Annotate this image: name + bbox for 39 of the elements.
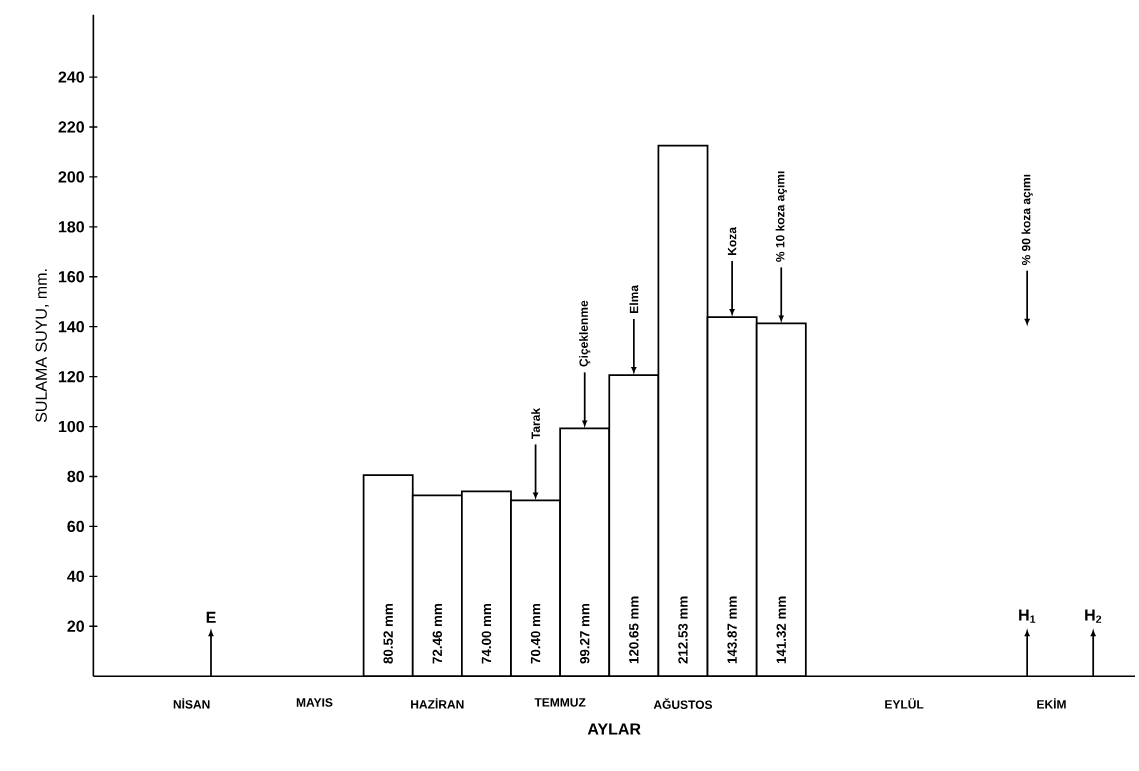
x-tick-label: NİSAN [173, 698, 210, 709]
y-tick-label: 120 [58, 371, 84, 383]
data-label: 141.32 mm [776, 596, 786, 664]
x-tick-label: EKİM [1037, 698, 1066, 709]
x-tick-label: AĞUSTOS [653, 698, 713, 710]
y-axis-title: SULAMA SUYU, mm. [35, 269, 49, 423]
data-label: 120.65 mm [629, 596, 639, 664]
y-tick-label: 200 [58, 171, 84, 183]
data-label: 72.46 mm [432, 604, 443, 664]
y-tick-label: 220 [58, 121, 84, 133]
annotation: Çiçeklenme [579, 300, 591, 367]
y-tick-label: 180 [58, 221, 84, 233]
x-tick-label: TEMMUZ [534, 698, 586, 707]
y-tick-label: 240 [58, 71, 84, 83]
annotation: E [206, 611, 216, 623]
y-tick-label: 40 [67, 570, 84, 583]
y-tick-label: 100 [58, 420, 84, 433]
x-axis-title: AYLAR [587, 723, 641, 735]
y-tick-label: 160 [58, 271, 84, 283]
annotation: % 10 koza açımı [775, 171, 787, 262]
annotation: Koza [727, 227, 737, 255]
x-tick-label: HAZİRAN [411, 698, 464, 709]
data-label: 99.27 mm [579, 604, 590, 664]
annotation: Elma [629, 284, 639, 313]
data-label: 80.52 mm [383, 604, 393, 664]
annotation: H$_{2}$ [1085, 609, 1102, 623]
data-label: 143.87 mm [727, 596, 737, 664]
y-tick-label: 80 [67, 470, 84, 483]
y-tick-label: 140 [58, 321, 84, 333]
data-label: 70.40 mm [530, 604, 541, 664]
y-tick-label: 20 [67, 620, 84, 632]
annotation: Tarak [531, 408, 540, 440]
x-tick-label: MAYIS [296, 698, 333, 707]
annotation: H$_{1}$ [1019, 609, 1036, 623]
data-label: 74.00 mm [481, 604, 492, 664]
annotation: % 90 koza açımı [1021, 174, 1033, 266]
data-label: 212.53 mm [678, 596, 688, 664]
x-tick-label: EYLÜL [885, 698, 924, 709]
y-tick-label: 60 [67, 520, 84, 533]
